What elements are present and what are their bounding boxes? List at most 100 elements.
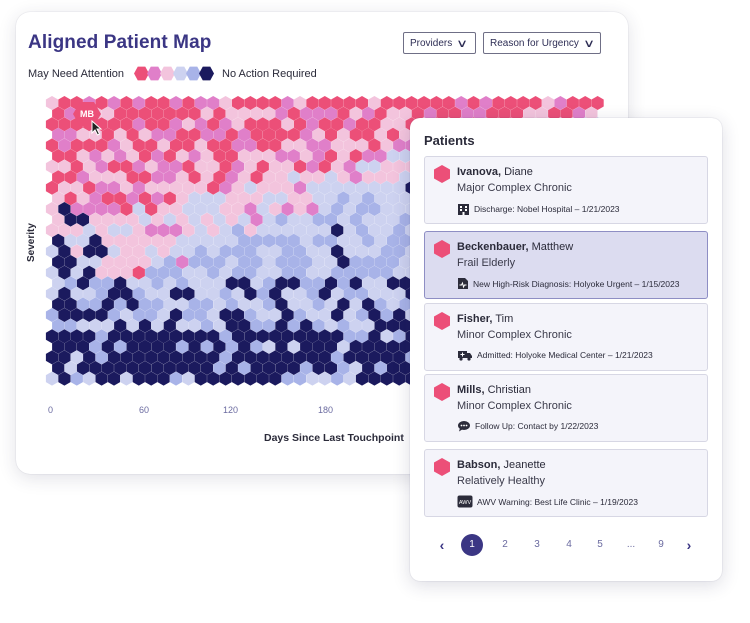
patient-hex-cell[interactable] (188, 212, 201, 227)
patient-hex-cell[interactable] (225, 255, 238, 269)
patient-hex-cell[interactable] (163, 255, 176, 269)
patient-hex-cell[interactable] (306, 223, 319, 238)
patient-hex-cell[interactable] (120, 265, 133, 280)
patient-hex-cell[interactable] (393, 138, 406, 153)
patient-hex-cell[interactable] (101, 212, 114, 227)
patient-hex-cell[interactable] (120, 180, 133, 195)
patient-hex-cell[interactable] (169, 244, 183, 259)
patient-hex-cell[interactable] (455, 96, 468, 110)
patient-hex-cell[interactable] (362, 127, 375, 142)
patient-hex-cell[interactable] (281, 117, 294, 132)
patient-hex-cell[interactable] (182, 180, 195, 195)
patient-hex-cell[interactable] (343, 96, 356, 110)
patient-hex-cell[interactable] (337, 127, 350, 142)
patient-hex-cell[interactable] (231, 138, 245, 153)
patient-hex-cell[interactable] (120, 329, 133, 344)
patient-hex-cell[interactable] (188, 361, 201, 375)
patient-card[interactable]: Mills, Christian Minor Complex Chronic F… (424, 374, 708, 442)
patient-hex-cell[interactable] (312, 339, 325, 354)
patient-hex-cell[interactable] (269, 286, 282, 301)
patient-hex-cell[interactable] (343, 202, 356, 216)
patient-hex-cell[interactable] (306, 138, 319, 153)
patient-hex-cell[interactable] (380, 286, 393, 301)
patient-hex-cell[interactable] (101, 255, 114, 269)
patient-hex-cell[interactable] (337, 191, 350, 206)
patient-hex-cell[interactable] (306, 265, 319, 280)
patient-hex-cell[interactable] (83, 159, 96, 174)
patient-hex-cell[interactable] (219, 96, 232, 110)
patient-hex-cell[interactable] (386, 106, 400, 121)
patient-hex-cell[interactable] (293, 265, 307, 280)
patient-hex-cell[interactable] (225, 233, 238, 248)
patient-hex-cell[interactable] (58, 96, 71, 110)
patient-hex-cell[interactable] (591, 96, 604, 110)
patient-hex-cell[interactable] (207, 329, 220, 344)
patient-hex-cell[interactable] (176, 255, 189, 269)
patient-hex-cell[interactable] (399, 191, 412, 206)
patient-hex-cell[interactable] (362, 233, 375, 248)
page-9-button[interactable]: 9 (658, 539, 664, 550)
patient-hex-cell[interactable] (318, 265, 331, 280)
patient-hex-cell[interactable] (349, 361, 362, 375)
patient-hex-cell[interactable] (318, 329, 331, 344)
patient-hex-cell[interactable] (318, 308, 331, 322)
previous-page-arrow-icon[interactable]: ‹ (439, 537, 445, 553)
patient-hex-cell[interactable] (107, 138, 121, 153)
patient-hex-cell[interactable] (355, 350, 369, 365)
patient-hex-cell[interactable] (231, 265, 245, 280)
patient-hex-cell[interactable] (52, 212, 65, 227)
patient-hex-cell[interactable] (101, 127, 114, 142)
patient-hex-cell[interactable] (194, 265, 207, 280)
patient-hex-cell[interactable] (145, 286, 158, 301)
patient-hex-cell[interactable] (126, 127, 139, 142)
patient-hex-cell[interactable] (169, 265, 183, 280)
patient-hex-cell[interactable] (138, 361, 152, 375)
patient-hex-cell[interactable] (107, 223, 121, 238)
patient-hex-cell[interactable] (151, 106, 164, 121)
patient-hex-cell[interactable] (411, 106, 424, 121)
patient-hex-cell[interactable] (157, 244, 170, 259)
patient-hex-cell[interactable] (70, 244, 83, 259)
patient-hex-cell[interactable] (312, 191, 325, 206)
patient-hex-cell[interactable] (281, 329, 294, 344)
patient-hex-cell[interactable] (157, 223, 170, 238)
patient-hex-cell[interactable] (126, 255, 139, 269)
patient-hex-cell[interactable] (343, 286, 356, 301)
patient-hex-cell[interactable] (262, 127, 276, 142)
patient-hex-cell[interactable] (145, 350, 158, 365)
patient-hex-cell[interactable] (114, 170, 127, 185)
patient-hex-cell[interactable] (380, 138, 393, 153)
patient-hex-cell[interactable] (281, 202, 294, 216)
patient-hex-cell[interactable] (52, 361, 65, 375)
patient-hex-cell[interactable] (213, 127, 226, 142)
patient-hex-cell[interactable] (138, 212, 152, 227)
patient-hex-cell[interactable] (262, 361, 276, 375)
patient-hex-cell[interactable] (107, 329, 121, 344)
patient-hex-cell[interactable] (287, 318, 300, 333)
patient-card[interactable]: Fisher, Tim Minor Complex Chronic Admitt… (424, 303, 708, 371)
patient-hex-cell[interactable] (374, 106, 387, 121)
patient-hex-cell[interactable] (281, 159, 294, 174)
patient-hex-cell[interactable] (287, 191, 300, 206)
patient-hex-cell[interactable] (194, 159, 207, 174)
patient-hex-cell[interactable] (269, 265, 282, 280)
patient-hex-cell[interactable] (318, 202, 331, 216)
patient-hex-cell[interactable] (188, 339, 201, 354)
patient-hex-cell[interactable] (101, 191, 114, 206)
patient-hex-cell[interactable] (138, 276, 152, 291)
patient-hex-cell[interactable] (101, 361, 114, 375)
patient-hex-cell[interactable] (331, 180, 344, 195)
patient-hex-cell[interactable] (138, 106, 152, 121)
patient-hex-cell[interactable] (256, 202, 269, 216)
patient-hex-cell[interactable] (312, 170, 325, 185)
patient-hex-cell[interactable] (126, 212, 139, 227)
patient-hex-cell[interactable] (324, 276, 338, 291)
patient-hex-cell[interactable] (169, 286, 183, 301)
patient-hex-cell[interactable] (250, 318, 263, 333)
patient-hex-cell[interactable] (182, 223, 195, 238)
patient-hex-cell[interactable] (275, 276, 288, 291)
next-page-arrow-icon[interactable]: › (686, 537, 692, 553)
patient-hex-cell[interactable] (89, 318, 102, 333)
patient-hex-cell[interactable] (126, 106, 139, 121)
patient-hex-cell[interactable] (362, 297, 375, 312)
